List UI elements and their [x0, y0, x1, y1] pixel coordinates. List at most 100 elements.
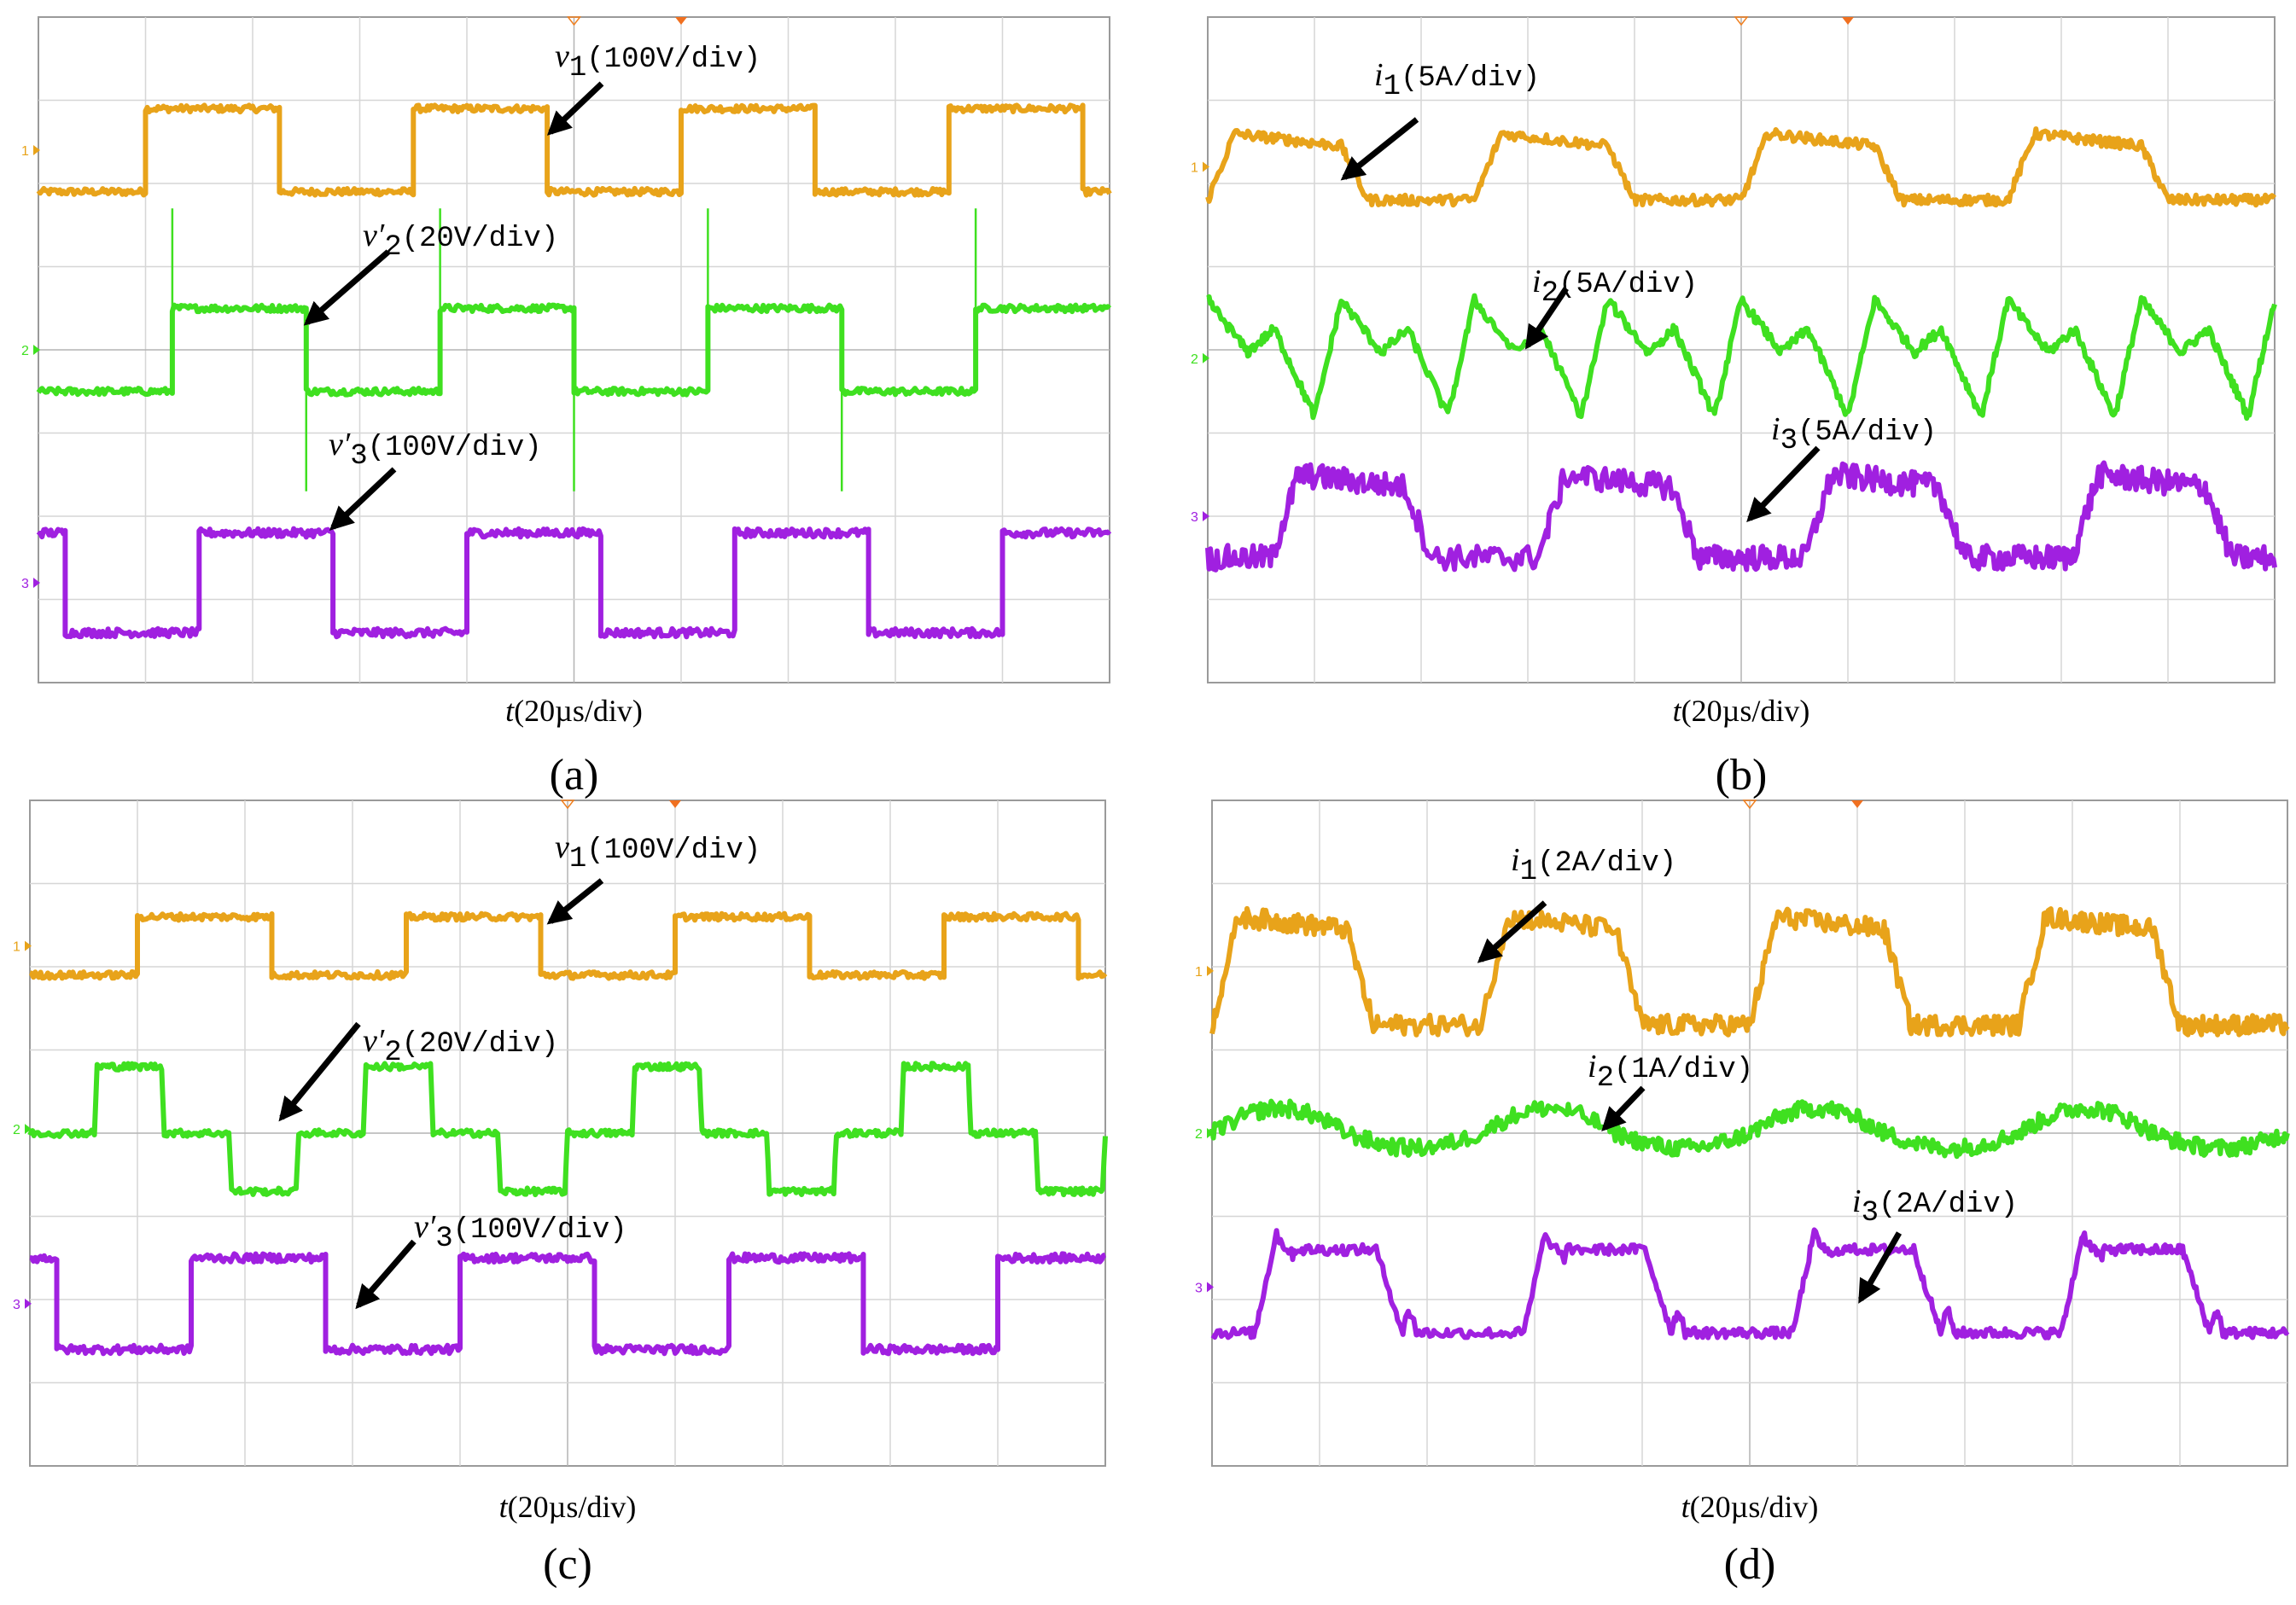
panel-label: (c): [543, 1540, 592, 1589]
waveform-i1: [1209, 905, 2290, 1038]
trace-i1: 1: [1195, 905, 2290, 1038]
trace-v3: 3: [13, 1251, 1106, 1357]
annotation-i2: i2(1A/div): [1588, 1049, 1753, 1132]
annotation-v2: v′2(20V/div): [278, 1021, 558, 1122]
channel-marker-1: 1: [1191, 161, 1198, 176]
pointer-arrow-icon: [278, 1021, 361, 1122]
pointer-arrow-icon: [546, 878, 604, 925]
channel-arrow-icon: [1207, 1282, 1214, 1293]
trigger-marker-icon: [1742, 800, 1757, 810]
annotation-label: v1(100V/div): [555, 829, 760, 875]
channel-arrow-icon: [1203, 161, 1209, 172]
channel-arrow-icon: [1207, 965, 1214, 976]
trace-v1: 1: [13, 910, 1108, 981]
annotation-v1: v1(100V/div): [546, 38, 760, 136]
annotation-label: v′3(100V/div): [414, 1209, 627, 1255]
annotation-label: v′3(100V/div): [329, 427, 542, 473]
label-symbol: v′: [329, 427, 351, 462]
x-axis-unit: (20µs/div): [508, 1490, 637, 1524]
label-symbol: i: [1852, 1183, 1862, 1219]
channel-arrow-icon: [33, 345, 40, 355]
annotation-label: i1(2A/div): [1511, 842, 1676, 888]
annotation-label: i3(2A/div): [1852, 1183, 2018, 1230]
channel-marker-1: 1: [21, 144, 29, 159]
x-axis-var: t: [499, 1490, 509, 1524]
label-subscript: 1: [569, 843, 586, 875]
waveform-i2: [1209, 1098, 2290, 1160]
label-unit: (20V/div): [402, 1028, 559, 1061]
annotation-i1: i1(5A/div): [1340, 57, 1540, 181]
label-symbol: i: [1511, 842, 1520, 878]
trace-i2: 2: [1195, 1098, 2290, 1160]
panel-label: (a): [550, 751, 599, 800]
annotation-label: i2(5A/div): [1532, 264, 1698, 310]
label-subscript: 2: [1597, 1062, 1614, 1095]
label-subscript: 2: [384, 231, 401, 264]
label-symbol: v′: [363, 1023, 385, 1059]
channel-marker-3: 3: [21, 577, 29, 591]
annotation-label: v′2(20V/div): [363, 1023, 558, 1069]
trace-v2: 2: [21, 208, 1112, 491]
panel-label: (b): [1716, 751, 1768, 800]
label-unit: (5A/div): [1401, 62, 1540, 95]
trigger-marker-icon: [1842, 17, 1854, 25]
channel-arrow-icon: [1207, 1128, 1214, 1138]
waveform-v3: [29, 1251, 1106, 1357]
x-axis-var: t: [505, 694, 515, 728]
trace-i1: 1: [1191, 126, 2277, 208]
x-axis-label: t(20µs/div): [505, 694, 643, 728]
channel-arrow-icon: [25, 940, 32, 951]
channel-arrow-icon: [1203, 511, 1209, 521]
pointer-arrow-icon: [1601, 1085, 1646, 1132]
pointer-arrow-icon: [355, 1239, 417, 1310]
x-axis-unit: (20µs/div): [1681, 694, 1810, 728]
annotation-v2: v′2(20V/div): [303, 218, 558, 326]
annotation-label: v′2(20V/div): [363, 218, 558, 264]
pointer-arrow-icon: [1524, 287, 1569, 350]
trace-v3: 3: [21, 526, 1112, 640]
channel-marker-3: 3: [1195, 1281, 1203, 1295]
label-subscript: 1: [569, 52, 586, 84]
waveform-v2: [27, 1061, 1108, 1198]
scope-panel-b: 1i1(5A/div)2i2(5A/div)3i3(5A/div)t(20µs/…: [1191, 16, 2277, 800]
label-symbol: v: [555, 38, 569, 74]
waveform-i1: [1205, 126, 2277, 208]
annotation-i1: i1(2A/div): [1477, 842, 1676, 963]
trace-v1: 1: [21, 102, 1112, 198]
trigger-marker-icon: [1851, 800, 1863, 808]
channel-marker-2: 2: [1195, 1127, 1203, 1142]
trace-i2: 2: [1191, 293, 2277, 422]
waveform-v3: [36, 526, 1112, 640]
channel-marker-3: 3: [1191, 510, 1198, 525]
trigger-marker-icon: [560, 800, 575, 810]
label-unit: (5A/div): [1559, 269, 1698, 301]
trigger-marker-icon: [675, 17, 687, 25]
annotation-v3: v′3(100V/div): [329, 427, 542, 531]
annotation-i3: i3(2A/div): [1852, 1183, 2018, 1304]
pointer-arrow-icon: [546, 81, 604, 136]
annotation-v3: v′3(100V/div): [355, 1209, 627, 1310]
panel-label: (d): [1724, 1540, 1776, 1589]
waveform-i3: [1205, 460, 2277, 573]
label-symbol: v′: [363, 218, 385, 253]
x-axis-label: t(20µs/div): [1681, 1490, 1819, 1524]
annotation-i3: i3(5A/div): [1746, 411, 1937, 523]
annotation-label: i2(1A/div): [1588, 1049, 1753, 1095]
pointer-arrow-icon: [329, 467, 397, 531]
label-symbol: v: [555, 829, 569, 865]
waveform-i3: [1210, 1227, 2290, 1340]
x-axis-unit: (20µs/div): [514, 694, 643, 728]
channel-arrow-icon: [33, 578, 40, 588]
pointer-arrow-icon: [1746, 445, 1821, 523]
annotation-label: i3(5A/div): [1771, 411, 1937, 457]
annotation-v1: v1(100V/div): [546, 829, 760, 925]
label-symbol: i: [1588, 1049, 1597, 1085]
label-subscript: 3: [1862, 1197, 1879, 1230]
channel-marker-2: 2: [1191, 352, 1198, 367]
waveform-v1: [29, 910, 1108, 981]
label-unit: (100V/div): [586, 834, 760, 867]
label-subscript: 3: [1780, 425, 1798, 457]
trigger-marker-icon: [566, 16, 582, 26]
trace-i3: 3: [1195, 1227, 2290, 1340]
